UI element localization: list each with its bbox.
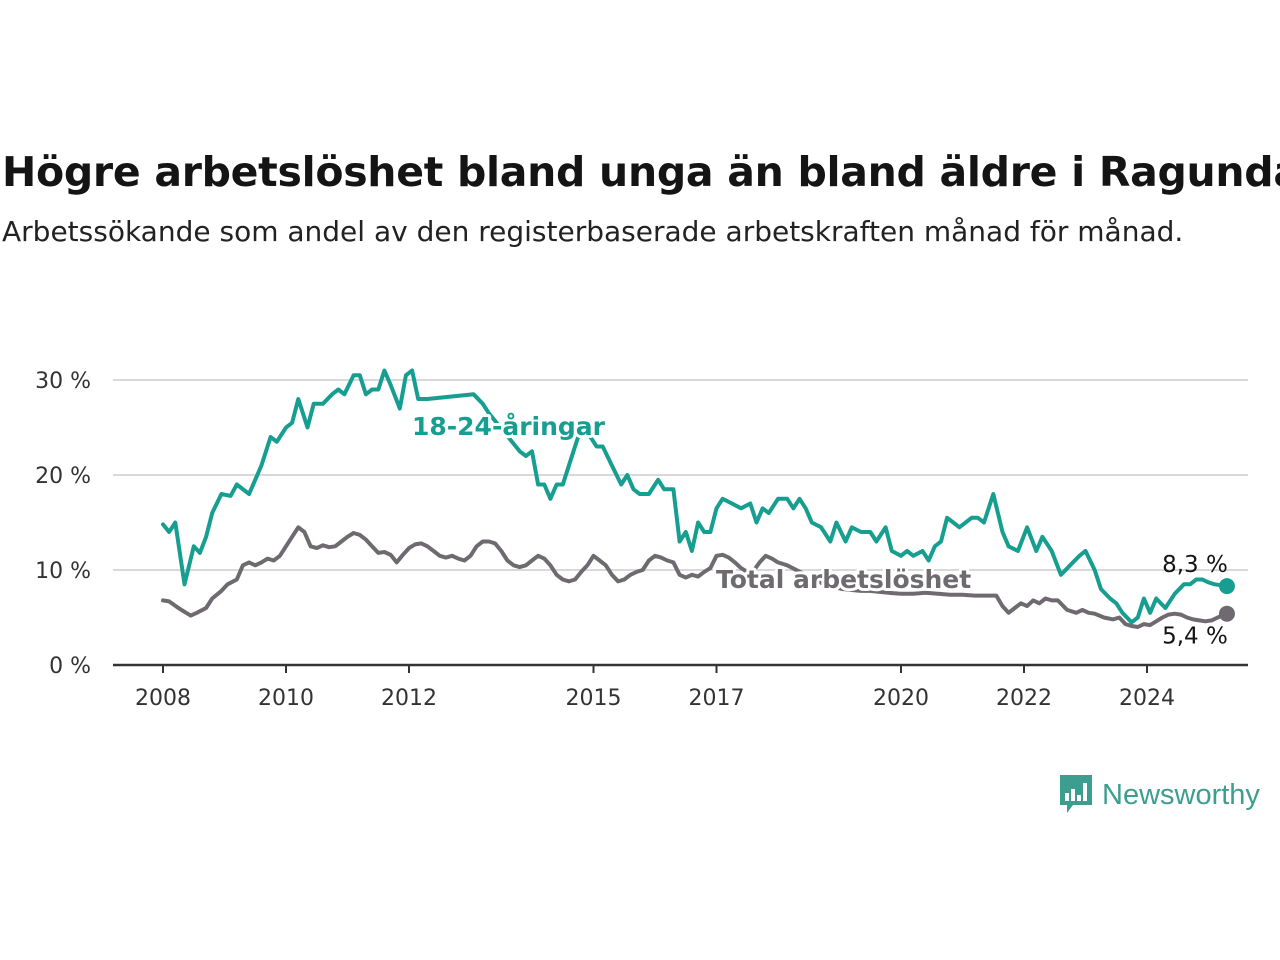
series-lines [161, 368, 1235, 629]
x-tick-label: 2010 [258, 686, 314, 711]
chart-title: Högre arbetslöshet bland unga än bland ä… [2, 148, 1280, 196]
label-halo: 18-24-åringar [412, 412, 606, 441]
newsworthy-logo: Newsworthy [1058, 773, 1260, 817]
series-end-dot [1218, 605, 1235, 622]
grid-lines [113, 379, 1248, 667]
y-tick-label: 20 % [35, 464, 91, 489]
y-tick-label: 30 % [35, 369, 91, 394]
line-chart: 0 % 10 % 20 % 30 % 2008 2010 2012 2015 2017 2020… [35, 368, 1248, 711]
y-tick-label: 0 % [49, 654, 91, 679]
x-tick-label: 2020 [873, 686, 929, 711]
series-end-dot [1218, 578, 1235, 595]
y-axis-ticks: 0 % 10 % 20 % 30 % [35, 369, 91, 679]
x-tick-label: 2024 [1119, 686, 1175, 711]
label-text: Total arbetslöshet [716, 565, 971, 594]
series-line [161, 525, 1229, 629]
x-axis-ticks: 2008 2010 2012 2015 2017 2020 2022 2024 [135, 665, 1175, 711]
brand-name: Newsworthy [1102, 778, 1260, 811]
x-tick-label: 2022 [996, 686, 1052, 711]
x-tick-label: 2015 [566, 686, 622, 711]
end-value-label-youth: 8,3 % [1162, 552, 1228, 578]
label-text: 18-24-åringar [412, 412, 606, 441]
label-halo: Total arbetslöshet [716, 565, 971, 594]
y-tick-label: 10 % [35, 559, 91, 584]
series-line [161, 368, 1229, 625]
x-tick-label: 2012 [381, 686, 437, 711]
bar-chart-speech-bubble-icon [1060, 775, 1092, 813]
end-value-label-total: 5,4 % [1162, 624, 1228, 650]
x-tick-label: 2017 [689, 686, 745, 711]
x-tick-label: 2008 [135, 686, 191, 711]
chart-subtitle: Arbetssökande som andel av den registerb… [2, 215, 1184, 248]
